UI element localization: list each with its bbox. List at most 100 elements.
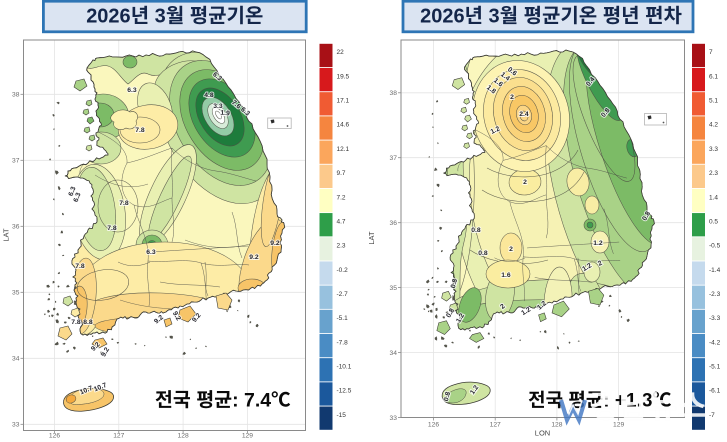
svg-text:2: 2: [510, 94, 514, 101]
svg-text:6.3: 6.3: [68, 186, 78, 197]
svg-text:9.2: 9.2: [171, 310, 182, 322]
svg-text:-15: -15: [337, 412, 347, 419]
svg-text:-0.5: -0.5: [709, 243, 721, 250]
svg-text:34: 34: [390, 350, 398, 357]
svg-text:10.7: 10.7: [79, 385, 94, 397]
svg-text:1.2: 1.2: [593, 240, 603, 247]
svg-text:: +1.3: : +1.3: [603, 391, 652, 412]
svg-text:0.8: 0.8: [445, 307, 456, 319]
svg-text:1.2: 1.2: [536, 300, 548, 312]
svg-text:-3.3: -3.3: [709, 315, 721, 322]
svg-text:6.3: 6.3: [68, 186, 78, 197]
svg-text:12.1: 12.1: [337, 146, 350, 153]
svg-text:5.1: 5.1: [709, 98, 718, 105]
svg-text:9.2: 9.2: [191, 312, 203, 324]
svg-text:1.9: 1.9: [220, 110, 230, 118]
svg-text:2: 2: [509, 246, 513, 253]
svg-text:2: 2: [597, 260, 604, 268]
svg-text:1.6: 1.6: [492, 77, 504, 88]
svg-text:-4.2: -4.2: [709, 339, 721, 346]
svg-text:1.9: 1.9: [220, 110, 230, 118]
svg-text:129: 129: [242, 433, 253, 440]
svg-text:22: 22: [337, 49, 345, 56]
svg-text:8.8: 8.8: [83, 319, 93, 326]
svg-text:2.3: 2.3: [337, 243, 346, 250]
svg-text:7: 7: [709, 49, 713, 56]
svg-text:7.8: 7.8: [119, 200, 129, 207]
svg-text:LAT: LAT: [367, 231, 376, 245]
svg-text:1.4: 1.4: [499, 71, 511, 82]
svg-text:-6.1: -6.1: [709, 388, 721, 395]
svg-text:7.8: 7.8: [71, 319, 81, 326]
svg-text:-7.8: -7.8: [337, 339, 349, 346]
svg-text:9.2: 9.2: [270, 240, 280, 247]
svg-text:2026: 2026: [420, 6, 465, 28]
svg-text:0.8: 0.8: [443, 391, 452, 402]
svg-text:9.2: 9.2: [249, 254, 259, 261]
svg-text:2: 2: [509, 246, 513, 253]
svg-text:2.4: 2.4: [519, 111, 529, 118]
svg-text:-0.2: -0.2: [337, 267, 349, 274]
svg-text:127: 127: [490, 422, 501, 429]
svg-text:7.8: 7.8: [75, 263, 85, 270]
svg-text:33: 33: [390, 415, 398, 422]
svg-text:6.3: 6.3: [73, 192, 83, 203]
svg-text:127: 127: [113, 433, 124, 440]
svg-text:3: 3: [483, 6, 500, 28]
svg-text:-10.1: -10.1: [337, 364, 352, 371]
svg-text:9.2: 9.2: [270, 240, 280, 247]
svg-text:14.6: 14.6: [337, 122, 350, 129]
svg-text:0.4: 0.4: [585, 76, 597, 88]
svg-text:LAT: LAT: [2, 228, 11, 242]
svg-text:0.8: 0.8: [450, 278, 459, 289]
svg-text:33: 33: [12, 422, 20, 429]
svg-text:9.7: 9.7: [337, 170, 346, 177]
svg-text:2: 2: [499, 303, 507, 311]
svg-text:3.3: 3.3: [709, 146, 718, 153]
svg-text:4.8: 4.8: [204, 92, 214, 99]
svg-text:129: 129: [613, 422, 624, 429]
svg-text:6.3: 6.3: [146, 249, 156, 256]
svg-text:7.8: 7.8: [75, 263, 85, 270]
svg-text:19.5: 19.5: [337, 73, 350, 80]
svg-text:0.8: 0.8: [471, 227, 481, 234]
svg-text:3: 3: [149, 6, 166, 28]
svg-text:7.8: 7.8: [107, 225, 117, 232]
svg-text:0.8: 0.8: [478, 250, 488, 257]
svg-text:38: 38: [390, 90, 398, 97]
svg-text:1.2: 1.2: [455, 312, 466, 324]
svg-text:-12.5: -12.5: [337, 388, 352, 395]
svg-text:-5.1: -5.1: [337, 315, 349, 322]
svg-text:2: 2: [523, 179, 527, 186]
svg-text:6.3: 6.3: [127, 87, 137, 94]
svg-text:0.8: 0.8: [471, 227, 481, 234]
svg-text:128: 128: [551, 422, 562, 429]
svg-text:: 7.4: : 7.4: [232, 390, 271, 412]
svg-text:0.8: 0.8: [450, 278, 459, 289]
svg-text:7.8: 7.8: [107, 225, 117, 232]
svg-text:9.2: 9.2: [100, 346, 111, 358]
svg-text:37: 37: [390, 155, 398, 162]
svg-text:6.3: 6.3: [146, 249, 156, 256]
svg-text:0.8: 0.8: [600, 107, 612, 119]
svg-text:1.2: 1.2: [469, 384, 480, 396]
svg-text:-1.4: -1.4: [709, 267, 721, 274]
svg-text:9.2: 9.2: [90, 341, 102, 353]
svg-text:36: 36: [12, 224, 20, 231]
svg-text:6.3: 6.3: [127, 87, 137, 94]
svg-text:4.2: 4.2: [709, 122, 718, 129]
svg-text:6.3: 6.3: [73, 192, 83, 203]
svg-text:2: 2: [523, 179, 527, 186]
svg-text:0.8: 0.8: [478, 250, 488, 257]
svg-text:4.7: 4.7: [337, 219, 346, 226]
svg-text:35: 35: [12, 290, 20, 297]
svg-text:0.8: 0.8: [443, 391, 452, 402]
svg-text:4.8: 4.8: [204, 92, 214, 99]
svg-text:10.7: 10.7: [93, 382, 108, 394]
svg-text:17.1: 17.1: [337, 98, 350, 105]
svg-text:8.8: 8.8: [83, 319, 93, 326]
svg-text:1.2: 1.2: [520, 306, 532, 317]
svg-text:1.4: 1.4: [709, 194, 718, 201]
svg-text:LON: LON: [535, 429, 550, 438]
svg-text:7.8: 7.8: [119, 200, 129, 207]
